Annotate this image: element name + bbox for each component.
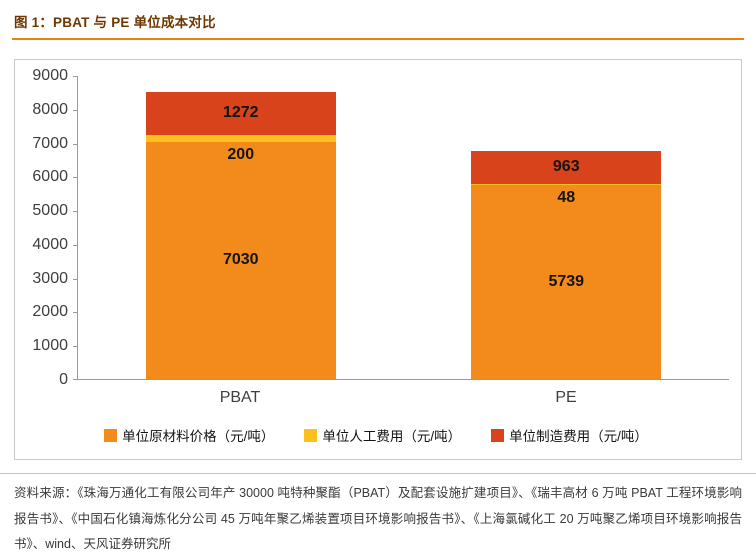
y-axis-tick-mark xyxy=(73,143,78,145)
chart: 9000 8000 7000 6000 5000 4000 3000 2000 1000 0 70… xyxy=(14,59,742,460)
value-label: 7030 xyxy=(222,251,259,269)
bar-segment-pbat xyxy=(145,141,336,379)
legend-label: 单位原材料价格（元/吨） xyxy=(122,429,275,444)
y-axis-tick-mark xyxy=(73,346,78,348)
bar-slot-pe: 5739 48 963 xyxy=(404,76,730,379)
y-axis-tick-label: 3000 xyxy=(32,269,68,287)
x-axis-label-pbat: PBAT xyxy=(219,389,261,406)
legend-item: 单位制造费用（元/吨） xyxy=(491,425,648,445)
legend-swatch-icon xyxy=(104,428,118,442)
legend-swatch-icon xyxy=(304,428,318,442)
y-axis-tick-label: 7000 xyxy=(32,134,68,152)
figure-title: 图 1：PBAT 与 PE 单位成本对比 xyxy=(14,15,216,30)
plot-row: 9000 8000 7000 6000 5000 4000 3000 2000 1000 0 70… xyxy=(23,67,729,388)
y-axis: 9000 8000 7000 6000 5000 4000 3000 2000 1000 0 xyxy=(23,67,77,388)
bar-segment-pbat xyxy=(145,91,336,135)
figure-footer: 资料来源：《珠海万通化工有限公司年产 30000 吨特种聚酯（PBAT）及配套设… xyxy=(0,473,756,558)
stacked-bar-pe: 5739 48 963 xyxy=(471,151,662,379)
bar-segment-pe xyxy=(471,151,662,184)
bars: 7030 200 1272 5739 48 963 xyxy=(78,76,729,379)
y-axis-tick-mark xyxy=(73,312,78,314)
source-note: 资料来源：《珠海万通化工有限公司年产 30000 吨特种聚酯（PBAT）及配套设… xyxy=(14,486,742,552)
value-label: 5739 xyxy=(548,273,585,291)
y-axis-tick-mark xyxy=(73,278,78,280)
bar-segment-pe xyxy=(471,185,662,379)
y-axis-tick-label: 6000 xyxy=(32,168,68,186)
value-label: 963 xyxy=(552,158,580,176)
y-axis-tick-mark xyxy=(73,109,78,111)
y-axis-tick-label: 8000 xyxy=(32,100,68,118)
y-axis-tick-mark xyxy=(73,211,78,213)
header-rule xyxy=(12,38,744,40)
y-axis-tick-label: 2000 xyxy=(32,303,68,321)
bar-slot-pbat: 7030 200 1272 xyxy=(78,76,404,379)
figure-header: 图 1：PBAT 与 PE 单位成本对比 xyxy=(0,0,756,40)
x-axis-label-pe: PE xyxy=(555,389,577,406)
legend-label: 单位人工费用（元/吨） xyxy=(322,429,462,444)
y-axis-tick-label: 0 xyxy=(59,371,68,388)
value-label: 48 xyxy=(557,189,576,207)
legend-item: 单位原材料价格（元/吨） xyxy=(104,425,274,445)
legend: 单位原材料价格（元/吨） 单位人工费用（元/吨） 单位制造费用（元/吨） xyxy=(23,425,729,449)
y-axis-tick-mark xyxy=(73,379,78,380)
x-axis-labels: PBAT PE xyxy=(77,380,729,407)
legend-swatch-icon xyxy=(491,428,505,442)
y-axis-tick-label: 5000 xyxy=(32,202,68,220)
y-axis-tick-mark xyxy=(73,76,78,77)
value-label: 1272 xyxy=(222,104,259,122)
bar-segment-pbat xyxy=(145,134,336,142)
y-axis-tick-mark xyxy=(73,244,78,246)
y-axis-tick-label: 9000 xyxy=(32,67,68,84)
y-axis-tick-label: 4000 xyxy=(32,235,68,253)
y-axis-tick-mark xyxy=(73,177,78,179)
stacked-bar-pbat: 7030 200 1272 xyxy=(145,91,336,379)
y-axis-tick-label: 1000 xyxy=(32,337,68,355)
plot-area: 7030 200 1272 5739 48 963 xyxy=(73,76,729,380)
value-label: 200 xyxy=(227,145,255,163)
legend-item: 单位人工费用（元/吨） xyxy=(304,425,461,445)
legend-label: 单位制造费用（元/吨） xyxy=(509,429,648,444)
bar-segment-pe xyxy=(471,183,662,186)
